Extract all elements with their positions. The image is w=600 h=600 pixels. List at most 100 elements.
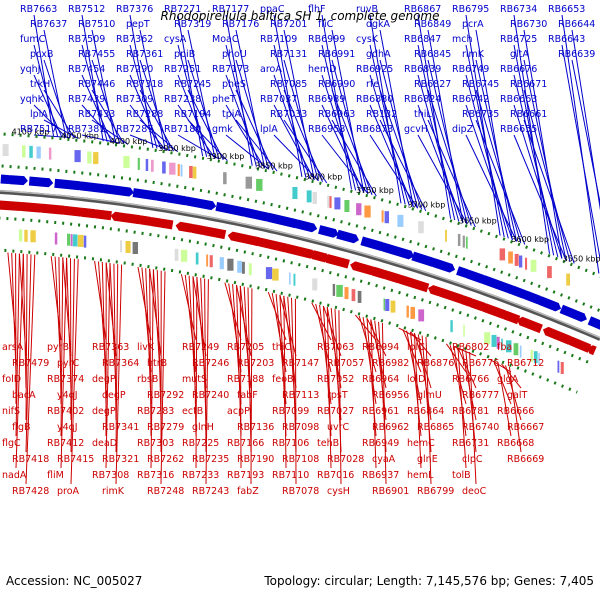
- leader-line: [129, 134, 170, 151]
- minus-cog-track-box: [242, 261, 245, 274]
- plus-cog-track-box: [306, 190, 312, 203]
- leader-line: [381, 322, 387, 485]
- gene-label: aroA: [260, 64, 282, 75]
- leader-line: [326, 307, 342, 389]
- leader-line: [177, 104, 216, 159]
- gene-label: htrB: [147, 358, 167, 369]
- plus-cog-track-box: [525, 257, 528, 270]
- plus-strand-arrows-arrow: [336, 229, 359, 244]
- plus-strand-gene-labels: RB7663 RB7637 fumC pcxB yqhJ trkH yqhK lplA RB75…: [20, 4, 595, 135]
- gene-label: RB7166: [227, 438, 264, 449]
- gene-label: degP: [102, 390, 126, 401]
- minus-strand-arrows-arrow: [200, 226, 227, 240]
- gene-label: folD: [2, 374, 21, 385]
- leader-line: [50, 256, 62, 341]
- leader-line: [561, 44, 600, 262]
- leader-line: [465, 350, 477, 453]
- gene-label: RB6742: [452, 94, 489, 105]
- gene-label: arsA: [2, 342, 24, 353]
- gene-label: livK: [137, 342, 155, 353]
- gene-label: hemC: [407, 438, 435, 449]
- leader-line: [370, 319, 377, 469]
- gene-label: rpsT: [327, 390, 348, 401]
- minus-strand-arrows-arrow: [0, 200, 22, 211]
- gene-label: RB6865: [417, 422, 454, 433]
- leader-line: [115, 264, 123, 485]
- leader-line: [475, 119, 526, 245]
- plus-cog-track-box: [327, 195, 330, 208]
- gene-label: RB7402: [47, 406, 84, 417]
- leader-line: [139, 29, 166, 150]
- plus-strand-arrows-arrow: [411, 251, 438, 267]
- minus-strand-arrows-arrow: [436, 287, 464, 304]
- minus-strand-leader-lines: [7, 252, 522, 485]
- gene-label: thiC: [272, 342, 291, 353]
- gene-label: RB7517: [20, 124, 57, 135]
- plus-cog-track-box: [145, 159, 149, 171]
- plus-cog-track-box: [162, 161, 166, 174]
- minus-cog-track-box: [206, 254, 209, 267]
- plus-strand-arrows-arrow: [482, 275, 517, 295]
- gene-label: RB7381: [68, 124, 105, 135]
- plus-cog-track-box: [397, 214, 404, 227]
- leader-line: [475, 89, 522, 244]
- leader-line: [321, 44, 357, 191]
- plus-cog-track-box: [180, 164, 183, 177]
- minus-cog-track-box: [406, 305, 409, 318]
- leader-line: [139, 89, 175, 152]
- plus-cog-track-box: [245, 176, 252, 189]
- leader-line: [523, 89, 571, 262]
- gene-label: uvrC: [327, 422, 350, 433]
- gene-label: RB7362: [116, 34, 153, 45]
- gene-label: degP: [92, 406, 116, 417]
- gene-label: RB7288: [126, 109, 163, 120]
- leader-line: [81, 14, 104, 142]
- minus-strand-arrows-arrow: [587, 345, 597, 356]
- leader-line: [250, 288, 253, 485]
- gene-label: RB6653: [548, 4, 585, 15]
- plus-strand-arrows: [0, 174, 600, 330]
- leader-line: [427, 29, 464, 223]
- leader-line: [457, 347, 467, 469]
- minus-strand-arrows-arrow: [227, 231, 260, 247]
- minus-cog-track-box: [484, 332, 491, 345]
- gene-label: RB6827: [414, 79, 451, 90]
- minus-strand-arrows-arrow: [175, 221, 194, 233]
- gene-label: RB6990: [318, 79, 355, 90]
- gene-label: RB6671: [510, 79, 547, 90]
- gene-label: RB6663: [500, 94, 537, 105]
- gene-label: RB7193: [227, 470, 264, 481]
- gene-label: RB6661: [510, 109, 547, 120]
- leader-line: [70, 258, 72, 421]
- gene-label: RB6777: [462, 390, 499, 401]
- gene-label: tpiA: [222, 109, 241, 120]
- gene-label: hemL: [407, 470, 434, 481]
- plus-cog-track-box: [223, 172, 227, 185]
- leader-line: [273, 104, 315, 181]
- plus-cog-track-box: [292, 187, 298, 199]
- gene-label: RB7309: [116, 94, 153, 105]
- minus-cog-track-box: [336, 284, 343, 297]
- minus-cog-track: [18, 229, 564, 374]
- gene-label: RB6781: [452, 406, 489, 417]
- leader-line: [267, 292, 287, 341]
- minus-strand-arrows-arrow: [323, 254, 350, 269]
- gene-label: RB7052: [317, 374, 354, 385]
- scale-label: 3750 kbp: [356, 186, 394, 195]
- leader-line: [192, 276, 197, 437]
- minus-cog-track-box: [219, 257, 224, 270]
- gene-label: RB7078: [282, 486, 319, 497]
- leader-line: [417, 334, 432, 421]
- gene-label: RB7106: [272, 438, 309, 449]
- gene-label: rimK: [462, 49, 485, 60]
- leader-line: [235, 29, 266, 169]
- gene-label: RB6668: [497, 438, 534, 449]
- minus-cog-track-box: [450, 320, 453, 333]
- gene-label: clpC: [462, 454, 483, 465]
- gene-label: RB6849: [414, 19, 451, 30]
- plus-strand-leader-lines: [33, 14, 600, 274]
- leader-line: [33, 134, 71, 138]
- gene-label: RB6745: [462, 79, 499, 90]
- minus-strand-arrows-arrow: [350, 261, 374, 276]
- plus-strand-arrows-arrow: [432, 258, 456, 273]
